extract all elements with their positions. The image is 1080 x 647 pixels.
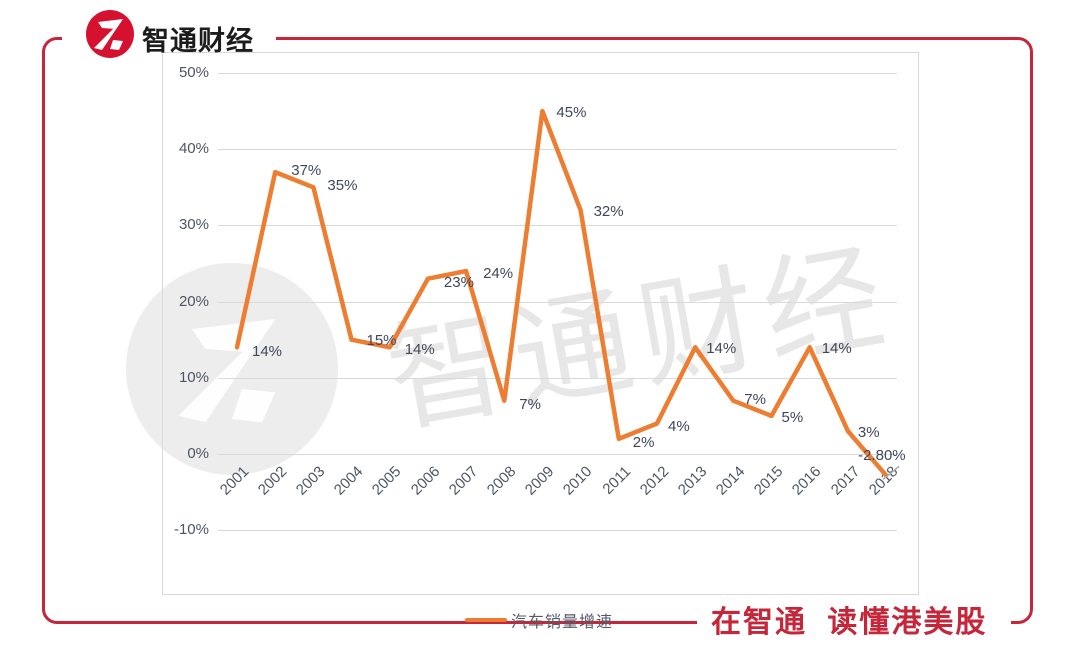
data-label: 14% [821, 340, 852, 358]
data-label: 2% [632, 433, 655, 451]
y-axis-tick-label: 40% [178, 140, 209, 158]
data-label: 14% [404, 341, 435, 359]
data-label: 3% [857, 424, 880, 442]
gridline [218, 225, 897, 227]
zhitong-logo [86, 10, 134, 58]
brand-frame [42, 37, 1033, 624]
data-label: 37% [291, 162, 322, 180]
y-axis-tick-label: 30% [178, 216, 209, 234]
brand-title: 智通财经 [142, 26, 254, 56]
gridline [218, 454, 897, 455]
data-label: -2.80% [858, 447, 906, 465]
y-axis-tick-label: 20% [178, 292, 209, 310]
y-axis-tick-label: 0% [187, 445, 209, 462]
car-sales-growth-chart: 智通财经 50% 40% 30% 20% 10% 0% -10% 2001 2002 2003 2… [126, 52, 919, 631]
data-label: 15% [366, 331, 397, 349]
data-label: 14% [252, 343, 283, 361]
y-axis-tick-label: 50% [178, 64, 209, 81]
gridline [218, 73, 897, 74]
data-label: 32% [593, 203, 624, 221]
gridline [218, 530, 897, 532]
data-label: 7% [519, 395, 541, 413]
frame-gap-bottom [697, 611, 1011, 630]
grid-layer: 50% 40% 30% 20% 10% 0% -10% [162, 52, 919, 595]
gridline [218, 377, 897, 379]
data-label: 23% [443, 273, 474, 291]
y-axis-tick-label: 10% [178, 368, 209, 386]
data-label: 4% [668, 417, 690, 435]
data-label: 45% [556, 104, 587, 122]
y-axis-tick-label: -10% [173, 521, 209, 539]
series-polyline [234, 108, 889, 478]
legend: 汽车销量增速 [465, 608, 613, 632]
data-labels: 14% 37% 35% 15% 14% 23% 24% 7% 45% 32% 2% 4% 14% 7% 5%… [162, 52, 919, 595]
data-label: 5% [781, 408, 804, 426]
series-end-tick [882, 465, 900, 480]
data-label: 24% [483, 265, 514, 283]
watermark-logo-icon [178, 319, 276, 423]
brand-tagline: 在智通 读懂港美股 [711, 606, 988, 639]
watermark-logo-circle [126, 263, 338, 475]
zhitong-logo-icon [86, 10, 134, 58]
series-line [234, 108, 900, 480]
data-label: 7% [744, 390, 766, 408]
legend-line-swatch [465, 617, 507, 623]
data-label: 14% [706, 340, 737, 358]
gridline [218, 301, 897, 303]
data-label: 35% [327, 177, 358, 195]
legend-label: 汽车销量增速 [511, 614, 614, 631]
